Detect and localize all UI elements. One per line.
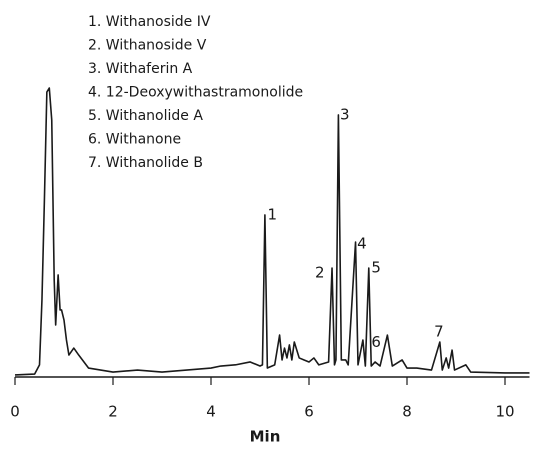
peak-label: 1	[267, 206, 277, 224]
legend-item: 3. Withaferin A	[88, 61, 193, 77]
peak-label: 4	[357, 235, 367, 253]
legend-item: 5. Withanolide A	[88, 108, 203, 124]
x-tick-label: 6	[304, 403, 314, 421]
x-tick-label: 0	[10, 403, 20, 421]
x-tick-label: 8	[402, 403, 412, 421]
legend-item: 4. 12-Deoxywithastramonolide	[88, 85, 303, 101]
x-tick-label: 10	[495, 403, 514, 421]
legend-item: 1. Withanoside IV	[88, 14, 211, 30]
x-tick-label: 2	[108, 403, 118, 421]
peak-label: 7	[434, 322, 444, 340]
x-axis-label: Min	[250, 428, 281, 446]
peak-label: 5	[371, 259, 381, 277]
legend-item: 2. Withanoside V	[88, 38, 207, 54]
chromatogram-trace	[14, 87, 530, 376]
peak-label: 2	[315, 263, 325, 281]
peak-label: 3	[340, 105, 350, 123]
legend-item: 6. Withanone	[88, 132, 181, 148]
legend-item: 7. Withanolide B	[88, 155, 203, 171]
x-tick-label: 4	[206, 403, 216, 421]
peak-label: 6	[371, 333, 381, 351]
